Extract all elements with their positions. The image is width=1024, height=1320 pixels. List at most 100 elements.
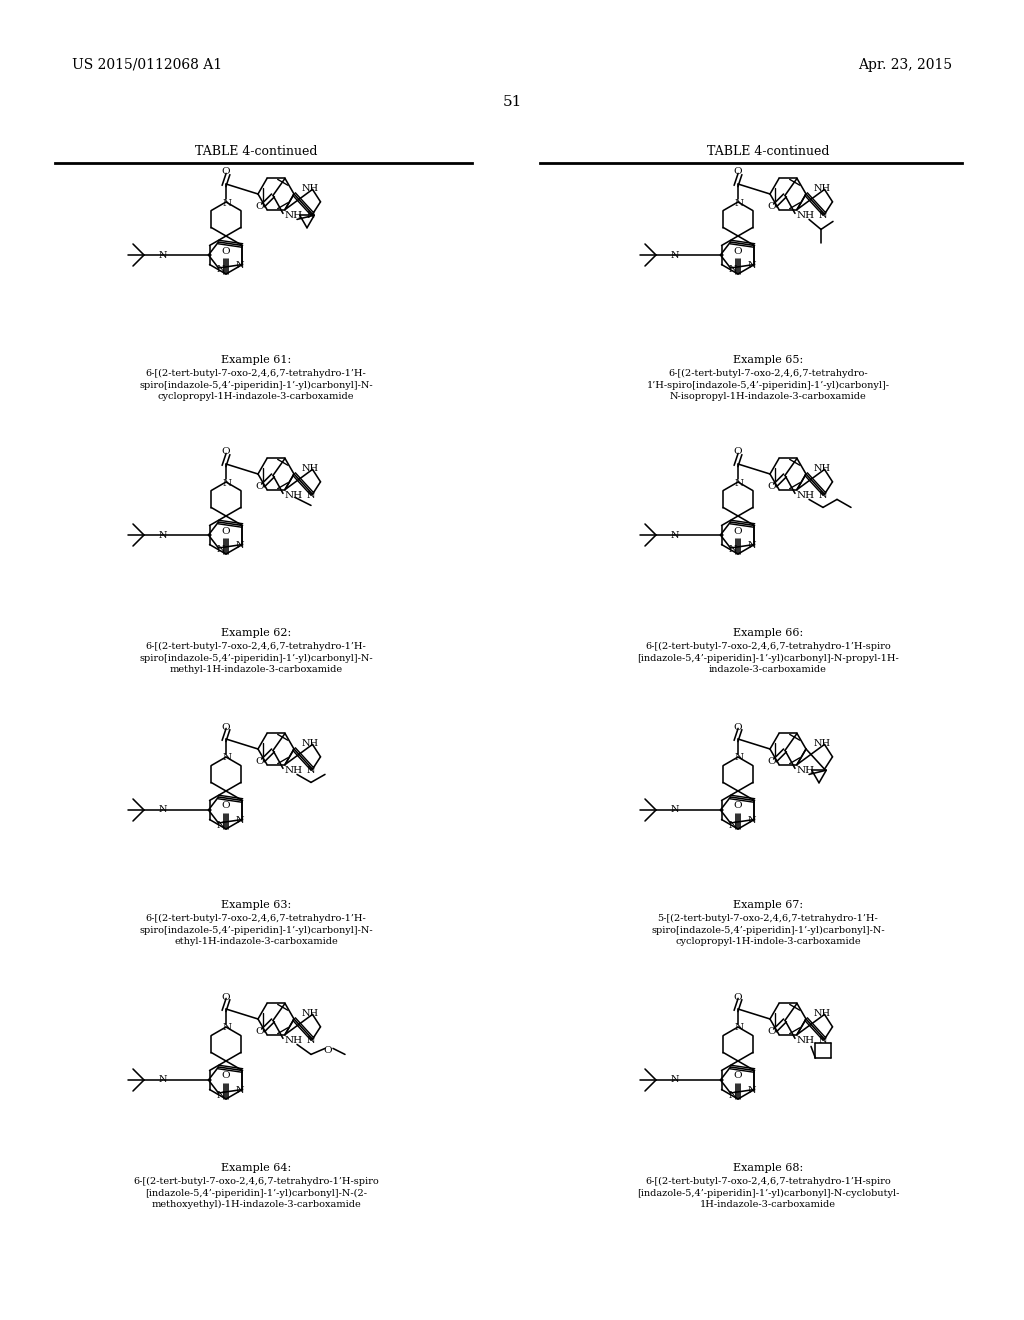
Text: N: N (671, 531, 679, 540)
Text: NH: NH (302, 1008, 319, 1018)
Text: N: N (216, 265, 224, 275)
Text: O: O (733, 168, 742, 177)
Text: N: N (748, 1086, 756, 1096)
Text: N: N (306, 211, 314, 219)
Text: NH: NH (302, 739, 319, 748)
Text: NH: NH (814, 739, 831, 748)
Text: N: N (748, 541, 756, 550)
Text: NH: NH (285, 491, 303, 500)
Text: N: N (728, 1090, 736, 1100)
Text: O: O (324, 1045, 333, 1055)
Text: O: O (768, 202, 776, 211)
Text: NH: NH (797, 491, 815, 500)
Text: N: N (236, 541, 244, 550)
Text: O: O (768, 1027, 776, 1036)
Text: N: N (818, 491, 826, 500)
Text: O: O (768, 482, 776, 491)
Text: NH: NH (797, 211, 815, 220)
Text: N: N (222, 198, 231, 207)
Text: NH: NH (302, 183, 319, 193)
Text: O: O (256, 482, 264, 491)
Text: O: O (221, 801, 230, 810)
Text: O: O (733, 801, 742, 810)
Text: O: O (733, 527, 742, 536)
Text: Example 61:: Example 61: (221, 355, 291, 366)
Text: N: N (734, 198, 743, 207)
Text: N: N (216, 821, 224, 829)
Text: O: O (733, 447, 742, 457)
Text: N: N (671, 805, 679, 814)
Text: N: N (671, 1076, 679, 1085)
Text: 6-[(2-tert-butyl-7-oxo-2,4,6,7-tetrahydro-1’H-spiro
[indazole-5,4’-piperidin]-1’: 6-[(2-tert-butyl-7-oxo-2,4,6,7-tetrahydr… (133, 1177, 379, 1209)
Text: NH: NH (797, 1036, 815, 1045)
Text: O: O (221, 722, 230, 731)
Text: N: N (159, 251, 167, 260)
Text: O: O (221, 447, 230, 457)
Text: O: O (221, 168, 230, 177)
Text: US 2015/0112068 A1: US 2015/0112068 A1 (72, 58, 222, 73)
Text: TABLE 4-continued: TABLE 4-continued (195, 145, 317, 158)
Text: NH: NH (814, 463, 831, 473)
Text: NH: NH (814, 1008, 831, 1018)
Text: N: N (236, 261, 244, 271)
Text: O: O (256, 202, 264, 211)
Text: N: N (748, 816, 756, 825)
Text: N: N (818, 211, 826, 219)
Text: NH: NH (285, 766, 303, 775)
Text: Example 66:: Example 66: (733, 628, 803, 638)
Text: 6-[(2-tert-butyl-7-oxo-2,4,6,7-tetrahydro-
1’H-spiro[indazole-5,4’-piperidin]-1’: 6-[(2-tert-butyl-7-oxo-2,4,6,7-tetrahydr… (646, 370, 890, 401)
Text: NH: NH (285, 211, 303, 220)
Text: O: O (221, 993, 230, 1002)
Text: Apr. 23, 2015: Apr. 23, 2015 (858, 58, 952, 73)
Text: N: N (159, 1076, 167, 1085)
Text: N: N (159, 531, 167, 540)
Text: N: N (222, 1023, 231, 1032)
Text: N: N (734, 479, 743, 487)
Text: TABLE 4-continued: TABLE 4-continued (707, 145, 829, 158)
Text: 6-[(2-tert-butyl-7-oxo-2,4,6,7-tetrahydro-1’H-spiro
[indazole-5,4’-piperidin]-1’: 6-[(2-tert-butyl-7-oxo-2,4,6,7-tetrahydr… (637, 642, 899, 675)
Text: N: N (306, 766, 314, 775)
Text: N: N (734, 754, 743, 763)
Text: Example 68:: Example 68: (733, 1163, 803, 1173)
Text: NH: NH (302, 463, 319, 473)
Text: N: N (306, 1036, 314, 1044)
Text: O: O (733, 1072, 742, 1081)
Text: O: O (733, 247, 742, 256)
Text: Example 65:: Example 65: (733, 355, 803, 366)
Text: 6-[(2-tert-butyl-7-oxo-2,4,6,7-tetrahydro-1’H-
spiro[indazole-5,4’-piperidin]-1’: 6-[(2-tert-butyl-7-oxo-2,4,6,7-tetrahydr… (139, 370, 373, 401)
Text: 6-[(2-tert-butyl-7-oxo-2,4,6,7-tetrahydro-1’H-
spiro[indazole-5,4’-piperidin]-1’: 6-[(2-tert-butyl-7-oxo-2,4,6,7-tetrahydr… (139, 642, 373, 675)
Text: N: N (818, 1036, 826, 1044)
Text: N: N (728, 545, 736, 554)
Text: N: N (306, 491, 314, 500)
Text: 5-[(2-tert-butyl-7-oxo-2,4,6,7-tetrahydro-1’H-
spiro[indazole-5,4’-piperidin]-1’: 5-[(2-tert-butyl-7-oxo-2,4,6,7-tetrahydr… (651, 913, 885, 946)
Text: O: O (733, 722, 742, 731)
Text: NH: NH (797, 766, 815, 775)
Text: O: O (221, 247, 230, 256)
Text: N: N (159, 805, 167, 814)
Text: N: N (728, 821, 736, 829)
Text: NH: NH (814, 183, 831, 193)
Text: N: N (236, 816, 244, 825)
Text: N: N (671, 251, 679, 260)
Text: N: N (734, 1023, 743, 1032)
Text: Example 62:: Example 62: (221, 628, 291, 638)
Text: NH: NH (285, 1036, 303, 1045)
Text: N: N (222, 479, 231, 487)
Text: O: O (221, 1072, 230, 1081)
Text: N: N (748, 261, 756, 271)
Text: Example 64:: Example 64: (221, 1163, 291, 1173)
Text: N: N (222, 754, 231, 763)
Text: Example 67:: Example 67: (733, 900, 803, 909)
Text: 6-[(2-tert-butyl-7-oxo-2,4,6,7-tetrahydro-1’H-spiro
[indazole-5,4’-piperidin]-1’: 6-[(2-tert-butyl-7-oxo-2,4,6,7-tetrahydr… (637, 1177, 899, 1209)
Text: 6-[(2-tert-butyl-7-oxo-2,4,6,7-tetrahydro-1’H-
spiro[indazole-5,4’-piperidin]-1’: 6-[(2-tert-butyl-7-oxo-2,4,6,7-tetrahydr… (139, 913, 373, 946)
Text: N: N (728, 265, 736, 275)
Text: N: N (216, 1090, 224, 1100)
Text: N: N (236, 1086, 244, 1096)
Text: Example 63:: Example 63: (221, 900, 291, 909)
Text: O: O (221, 527, 230, 536)
Text: 51: 51 (503, 95, 521, 110)
Text: O: O (733, 993, 742, 1002)
Text: O: O (256, 756, 264, 766)
Text: N: N (216, 545, 224, 554)
Text: O: O (256, 1027, 264, 1036)
